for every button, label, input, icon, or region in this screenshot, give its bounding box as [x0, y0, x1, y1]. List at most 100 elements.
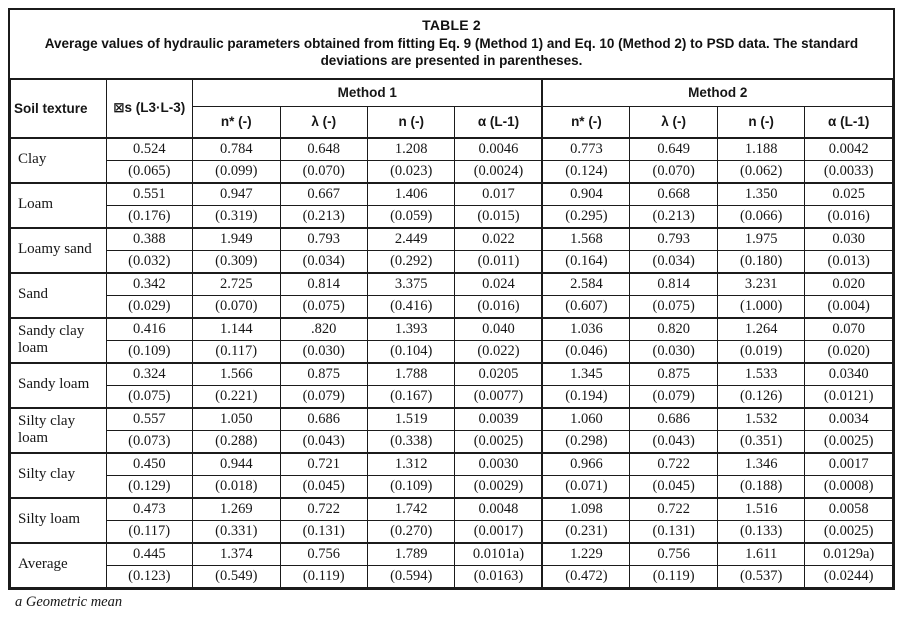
std-cell: (0.018) [192, 474, 281, 499]
std-cell: (0.119) [279, 564, 368, 588]
std-cell: (0.309) [192, 249, 281, 274]
soil-name-cell: Sandy clay loam [10, 316, 107, 364]
value-cell: 2.725 [192, 271, 281, 296]
std-cell: (0.004) [804, 294, 893, 319]
soil-name-cell: Silty loam [10, 496, 107, 544]
value-cell: 0.793 [629, 226, 718, 251]
value-cell: 0.040 [454, 316, 543, 341]
value-cell: 0.551 [105, 181, 194, 206]
soil-name-cell: Sand [10, 271, 107, 319]
soil-row-values: Sandy loam 0.324 1.566 0.875 1.788 0.0205 1.34… [10, 361, 893, 409]
std-cell: (0.331) [192, 519, 281, 544]
std-cell: (0.075) [105, 384, 194, 409]
soil-row-values: Loamy sand 0.388 1.949 0.793 2.449 0.022 1.568… [10, 226, 893, 274]
soil-row-stds: (0.109) (0.117) (0.030) (0.104) (0.022) (0.04… [11, 339, 893, 364]
std-cell: (0.034) [279, 249, 368, 274]
std-cell: (1.000) [716, 294, 806, 319]
soil-row-stds: (0.075) (0.221) (0.079) (0.167) (0.0077) (0.1… [11, 384, 893, 409]
value-cell: 0.0101a) [454, 541, 543, 566]
std-cell: (0.079) [629, 384, 718, 409]
table-caption: Average values of hydraulic parameters o… [44, 36, 859, 69]
value-cell: 0.0042 [804, 136, 893, 161]
value-cell: 0.814 [279, 271, 368, 296]
soil-name-cell: Sandy loam [10, 361, 107, 409]
std-cell: (0.070) [279, 159, 368, 184]
value-cell: 0.784 [192, 136, 281, 161]
value-cell: .820 [279, 316, 368, 341]
soil-name-cell: Silty clay loam [10, 406, 107, 454]
value-cell: 0.721 [279, 451, 368, 476]
std-cell: (0.0077) [454, 384, 543, 409]
std-cell: (0.011) [454, 249, 543, 274]
value-cell: 0.450 [105, 451, 194, 476]
std-cell: (0.194) [541, 384, 631, 409]
std-cell: (0.0121) [804, 384, 893, 409]
value-cell: 0.814 [629, 271, 718, 296]
value-cell: 0.017 [454, 181, 543, 206]
std-cell: (0.029) [105, 294, 194, 319]
std-cell: (0.537) [716, 564, 806, 588]
value-cell: 0.022 [454, 226, 543, 251]
header-m2-n: n (-) [716, 105, 806, 139]
value-cell: 1.098 [541, 496, 631, 521]
soil-row-stds: (0.029) (0.070) (0.075) (0.416) (0.016) (0.60… [11, 294, 893, 319]
soil-row-values: Silty loam 0.473 1.269 0.722 1.742 0.0048 1.09… [10, 496, 893, 544]
value-cell: 0.0034 [804, 406, 893, 431]
std-cell: (0.607) [541, 294, 631, 319]
std-cell: (0.0025) [804, 519, 893, 544]
value-cell: 0.324 [105, 361, 194, 386]
std-cell: (0.298) [541, 429, 631, 454]
std-cell: (0.119) [629, 564, 718, 588]
value-cell: 0.0340 [804, 361, 893, 386]
header-m1-n: n (-) [366, 105, 456, 139]
std-cell: (0.131) [279, 519, 368, 544]
std-cell: (0.023) [366, 159, 456, 184]
value-cell: 0.668 [629, 181, 718, 206]
std-cell: (0.109) [366, 474, 456, 499]
value-cell: 0.722 [279, 496, 368, 521]
std-cell: (0.013) [804, 249, 893, 274]
std-cell: (0.0029) [454, 474, 543, 499]
std-cell: (0.288) [192, 429, 281, 454]
value-cell: 0.524 [105, 136, 194, 161]
value-cell: 3.375 [366, 271, 456, 296]
value-cell: 0.557 [105, 406, 194, 431]
std-cell: (0.045) [629, 474, 718, 499]
soil-row-stds: (0.032) (0.309) (0.034) (0.292) (0.011) (0.16… [11, 249, 893, 274]
header-theta-s: ⊠s (L3·L-3) [105, 78, 194, 139]
std-cell: (0.0163) [454, 564, 543, 588]
header-m1-nstar: n* (-) [192, 105, 281, 139]
std-cell: (0.016) [804, 204, 893, 229]
std-cell: (0.0025) [804, 429, 893, 454]
std-cell: (0.045) [279, 474, 368, 499]
std-cell: (0.129) [105, 474, 194, 499]
std-cell: (0.131) [629, 519, 718, 544]
value-cell: 0.722 [629, 451, 718, 476]
value-cell: 0.966 [541, 451, 631, 476]
value-cell: 0.667 [279, 181, 368, 206]
std-cell: (0.075) [629, 294, 718, 319]
soil-name-cell: Clay [10, 136, 107, 184]
std-cell: (0.180) [716, 249, 806, 274]
value-cell: 1.789 [366, 541, 456, 566]
std-cell: (0.079) [279, 384, 368, 409]
table-body: Clay 0.524 0.784 0.648 1.208 0.0046 0.773 0.649… [10, 136, 893, 588]
value-cell: 2.449 [366, 226, 456, 251]
header-method-1: Method 1 [192, 78, 543, 107]
std-cell: (0.472) [541, 564, 631, 588]
value-cell: 1.312 [366, 451, 456, 476]
std-cell: (0.043) [279, 429, 368, 454]
std-cell: (0.075) [279, 294, 368, 319]
value-cell: 1.519 [366, 406, 456, 431]
std-cell: (0.213) [279, 204, 368, 229]
std-cell: (0.046) [541, 339, 631, 364]
std-cell: (0.213) [629, 204, 718, 229]
std-cell: (0.022) [454, 339, 543, 364]
value-cell: 1.949 [192, 226, 281, 251]
value-cell: 1.050 [192, 406, 281, 431]
header-method-2: Method 2 [541, 78, 894, 107]
table-header: Soil texture ⊠s (L3·L-3) Method 1 Method… [10, 78, 894, 139]
value-cell: 0.756 [279, 541, 368, 566]
value-cell: 0.445 [105, 541, 194, 566]
